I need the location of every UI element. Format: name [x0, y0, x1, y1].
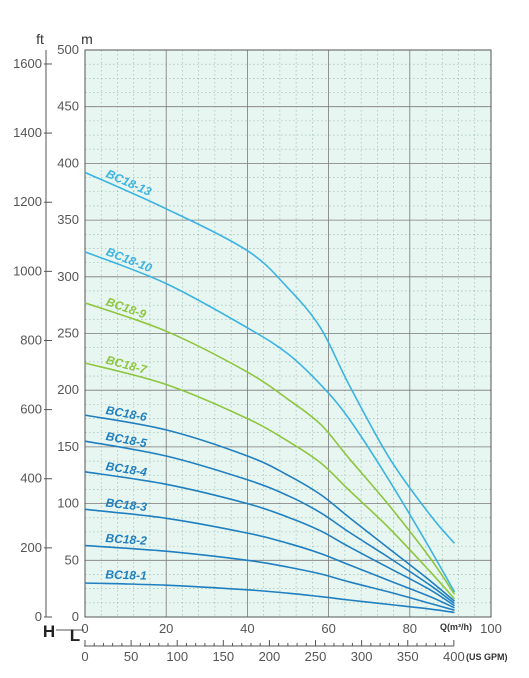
series-line-bc18-5	[84, 440, 455, 605]
l-letter: L	[70, 626, 80, 645]
series-line-bc18-3	[84, 508, 455, 609]
y-tick-label-m: 300	[57, 269, 79, 284]
series-line-bc18-6	[84, 414, 456, 602]
y-tick-label-m: 450	[57, 99, 79, 114]
y-tick-label-m: 150	[57, 439, 79, 454]
x-tick-label: 40	[240, 621, 254, 636]
y-tick-label-ft: 400	[20, 471, 42, 486]
x-unit-label: Q(m³/h)	[440, 622, 472, 632]
gpm-tick-label: 50	[124, 649, 138, 664]
series-label-bc18-2: BC18-2	[105, 531, 148, 548]
y-tick-label-m: 250	[57, 326, 79, 341]
h-letter: H	[43, 622, 55, 641]
y-tick-label-ft: 1000	[13, 263, 42, 278]
y-tick-label-m: 50	[65, 552, 79, 567]
gpm-tick-label: 100	[166, 649, 188, 664]
gpm-tick-label: 350	[397, 649, 419, 664]
y-tick-label-ft: 800	[20, 332, 42, 347]
y-tick-label-ft: 600	[20, 402, 42, 417]
y-tick-label-m: 0	[72, 609, 79, 624]
x-tick-label: 60	[321, 621, 335, 636]
series-label-bc18-3: BC18-3	[105, 496, 148, 515]
gpm-tick-label: 250	[305, 649, 327, 664]
series-line-bc18-13	[84, 171, 456, 544]
gpm-tick-label: 300	[351, 649, 373, 664]
series-label-bc18-1: BC18-1	[105, 568, 147, 583]
series-line-bc18-4	[84, 471, 455, 607]
ft-unit-label: ft	[36, 31, 44, 47]
x-tick-label: 100	[480, 621, 502, 636]
y-tick-label-ft: 0	[35, 609, 42, 624]
y-tick-label-m: 400	[57, 155, 79, 170]
m-unit-label: m	[81, 31, 93, 47]
x-tick-label: 80	[403, 621, 417, 636]
gpm-tick-label: 400	[443, 649, 465, 664]
x-tick-label: 20	[159, 621, 173, 636]
y-tick-label-ft: 1400	[13, 125, 42, 140]
series-line-bc18-1	[84, 582, 455, 614]
series-line-bc18-10	[84, 251, 456, 593]
y-tick-label-ft: 200	[20, 540, 42, 555]
gpm-tick-label: 200	[259, 649, 281, 664]
y-tick-label-m: 350	[57, 212, 79, 227]
gpm-unit-label: (US GPM)	[466, 652, 508, 662]
x-tick-label: 0	[81, 621, 88, 636]
gpm-tick-label: 0	[81, 649, 88, 664]
plot-frame	[84, 49, 492, 618]
y-tick-label-m: 200	[57, 382, 79, 397]
series-line-bc18-2	[84, 544, 455, 611]
y-tick-label-m: 100	[57, 496, 79, 511]
y-tick-label-ft: 1600	[13, 56, 42, 71]
series-line-bc18-7	[84, 362, 456, 600]
series-label-bc18-4: BC18-4	[105, 459, 148, 479]
y-tick-label-ft: 1200	[13, 194, 42, 209]
gpm-tick-label: 150	[212, 649, 234, 664]
y-tick-label-m: 500	[57, 42, 79, 57]
series-line-bc18-9	[84, 302, 456, 595]
